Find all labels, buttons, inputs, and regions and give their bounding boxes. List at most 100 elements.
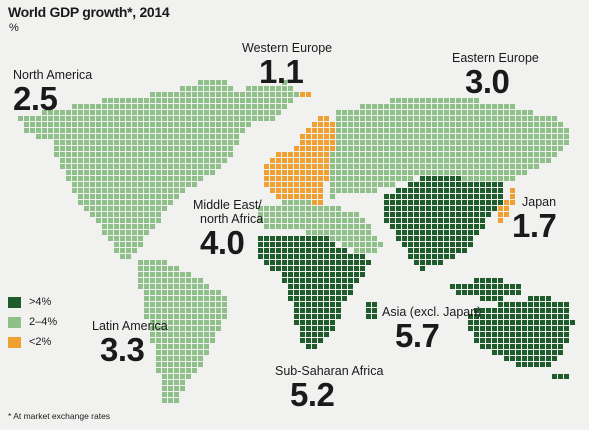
map-tile-eastern-europe (462, 134, 467, 139)
map-tile-north-america (252, 86, 257, 91)
map-tile-latin-america (192, 356, 197, 361)
map-tile-north-america (144, 206, 149, 211)
map-tile-latin-america (186, 272, 191, 277)
map-tile-asia (414, 200, 419, 205)
map-tile-north-america (126, 140, 131, 145)
map-tile-asia (558, 350, 563, 355)
map-tile-asia (468, 194, 473, 199)
map-tile-eastern-europe (414, 104, 419, 109)
map-tile-north-america (60, 128, 65, 133)
map-tile-north-america (204, 104, 209, 109)
map-tile-latin-america (168, 386, 173, 391)
map-tile-asia (540, 332, 545, 337)
map-tile-north-america (150, 194, 155, 199)
map-tile-eastern-europe (420, 152, 425, 157)
map-tile-eastern-europe (486, 122, 491, 127)
map-tile-latin-america (198, 308, 203, 313)
map-tile-western-europe (282, 182, 287, 187)
map-tile-north-america (204, 128, 209, 133)
map-tile-eastern-europe (348, 152, 353, 157)
map-tile-latin-america (180, 308, 185, 313)
map-tile-western-europe (312, 140, 317, 145)
map-tile-sub-saharan-africa (294, 308, 299, 313)
map-tile-western-europe (318, 146, 323, 151)
map-tile-sub-saharan-africa (294, 314, 299, 319)
map-tile-latin-america (150, 302, 155, 307)
map-tile-sub-saharan-africa (324, 284, 329, 289)
legend-label: >4% (29, 296, 52, 308)
map-tile-asia (492, 332, 497, 337)
map-tile-sub-saharan-africa (366, 308, 371, 313)
map-tile-western-europe (276, 182, 281, 187)
map-tile-eastern-europe (366, 182, 371, 187)
map-tile-asia (426, 206, 431, 211)
map-tile-eastern-europe (396, 152, 401, 157)
map-tile-eastern-europe (510, 140, 515, 145)
map-tile-north-america (126, 248, 131, 253)
map-tile-latin-america (156, 272, 161, 277)
map-tile-sub-saharan-africa (294, 284, 299, 289)
map-tile-eastern-europe (516, 152, 521, 157)
map-tile-middle-east (300, 212, 305, 217)
map-tile-asia (432, 176, 437, 181)
map-tile-eastern-europe (558, 122, 563, 127)
map-tile-north-america (138, 116, 143, 121)
map-tile-north-america (222, 116, 227, 121)
map-tile-asia (510, 320, 515, 325)
map-tile-eastern-europe (384, 134, 389, 139)
map-tile-asia (564, 314, 569, 319)
map-tile-latin-america (198, 344, 203, 349)
map-tile-north-america (150, 170, 155, 175)
map-tile-north-america (180, 188, 185, 193)
map-tile-sub-saharan-africa (300, 278, 305, 283)
map-tile-eastern-europe (414, 98, 419, 103)
map-tile-sub-saharan-africa (300, 242, 305, 247)
map-tile-sub-saharan-africa (294, 236, 299, 241)
map-tile-western-europe (294, 158, 299, 163)
region-name: Eastern Europe (452, 51, 539, 65)
map-tile-north-america (246, 122, 251, 127)
map-tile-north-america (96, 164, 101, 169)
map-tile-north-america (96, 170, 101, 175)
map-tile-north-america (90, 194, 95, 199)
map-tile-north-america (150, 140, 155, 145)
map-tile-eastern-europe (348, 164, 353, 169)
map-tile-north-america (198, 134, 203, 139)
map-tile-western-europe (264, 164, 269, 169)
map-tile-sub-saharan-africa (330, 254, 335, 259)
map-tile-eastern-europe (420, 164, 425, 169)
map-tile-latin-america (162, 290, 167, 295)
map-tile-latin-america (204, 296, 209, 301)
map-tile-eastern-europe (426, 170, 431, 175)
map-tile-north-america (168, 152, 173, 157)
map-tile-sub-saharan-africa (354, 260, 359, 265)
map-tile-latin-america (162, 326, 167, 331)
map-tile-north-america (174, 98, 179, 103)
map-tile-latin-america (192, 302, 197, 307)
map-tile-middle-east (270, 212, 275, 217)
legend-swatch (8, 296, 21, 308)
map-tile-western-europe (294, 188, 299, 193)
map-tile-eastern-europe (552, 134, 557, 139)
map-tile-sub-saharan-africa (264, 236, 269, 241)
map-tile-eastern-europe (336, 164, 341, 169)
map-tile-eastern-europe (360, 182, 365, 187)
map-tile-middle-east (270, 218, 275, 223)
map-tile-eastern-europe (504, 164, 509, 169)
map-tile-eastern-europe (342, 128, 347, 133)
map-tile-latin-america (216, 296, 221, 301)
region-japan: Japan 1.7 (512, 195, 557, 243)
map-tile-asia (444, 254, 449, 259)
map-tile-asia (438, 254, 443, 259)
map-tile-sub-saharan-africa (360, 272, 365, 277)
map-tile-asia (486, 212, 491, 217)
map-tile-sub-saharan-africa (324, 248, 329, 253)
map-tile-north-america (108, 176, 113, 181)
map-tile-north-america (180, 182, 185, 187)
map-tile-asia (420, 218, 425, 223)
map-tile-north-america (66, 152, 71, 157)
map-tile-sub-saharan-africa (306, 320, 311, 325)
map-tile-asia (486, 320, 491, 325)
map-tile-sub-saharan-africa (312, 278, 317, 283)
map-tile-north-america (156, 134, 161, 139)
